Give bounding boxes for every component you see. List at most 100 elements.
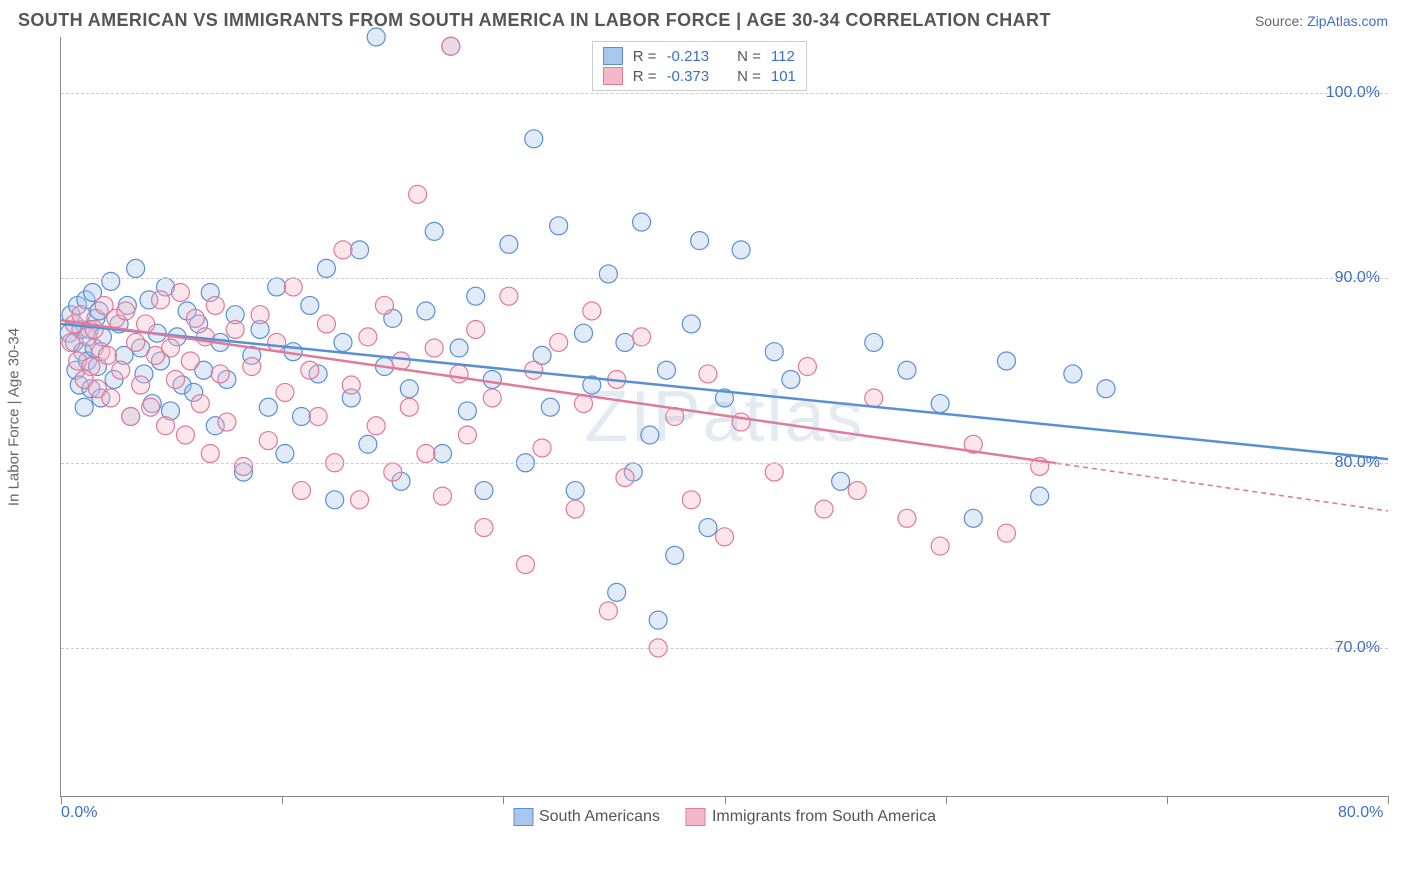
data-point [541,398,559,416]
data-point [301,296,319,314]
data-point [699,519,717,537]
data-point [458,402,476,420]
data-point [483,389,501,407]
data-point [500,287,518,305]
data-point [575,324,593,342]
data-point [309,408,327,426]
x-tick [503,796,504,804]
data-point [765,463,783,481]
legend-r-value: -0.213 [667,48,710,65]
legend-series-label: South Americans [539,808,660,825]
data-point [122,408,140,426]
data-point [181,352,199,370]
data-point [317,259,335,277]
gridline [61,93,1388,94]
data-point [142,398,160,416]
source-link[interactable]: ZipAtlas.com [1307,13,1388,29]
data-point [682,491,700,509]
data-point [152,291,170,309]
data-point [351,491,369,509]
data-point [583,302,601,320]
data-point [550,217,568,235]
data-point [691,232,709,250]
data-point [161,339,179,357]
data-point [434,445,452,463]
data-point [997,352,1015,370]
data-point [234,457,252,475]
data-point [682,315,700,333]
data-point [400,380,418,398]
data-point [865,333,883,351]
source-label: Source: [1255,13,1307,29]
data-point [815,500,833,518]
legend-n-value: 112 [771,48,795,65]
data-point [550,333,568,351]
data-point [657,361,675,379]
legend-series-item: Immigrants from South America [686,808,936,826]
plot-frame: ZIPatlas R = -0.213N = 112R = -0.373N = … [60,37,1388,797]
legend-swatch [686,808,706,826]
data-point [533,439,551,457]
legend-n-label: N = [737,68,761,85]
data-point [997,524,1015,542]
data-point [243,358,261,376]
legend-r-label: R = [633,68,657,85]
legend-swatch [513,808,533,826]
data-point [259,432,277,450]
data-point [898,361,916,379]
gridline [61,648,1388,649]
data-point [166,370,184,388]
data-point [201,445,219,463]
data-point [475,519,493,537]
data-point [782,370,800,388]
data-point [342,376,360,394]
data-point [293,482,311,500]
data-point [425,222,443,240]
data-point [666,546,684,564]
data-point [62,333,80,351]
y-tick-label: 70.0% [1335,639,1380,657]
chart-area: In Labor Force | Age 30-34 ZIPatlas R = … [18,37,1388,797]
data-point [351,241,369,259]
data-point [112,361,130,379]
data-point [633,213,651,231]
data-point [931,395,949,413]
data-point [633,328,651,346]
chart-source: Source: ZipAtlas.com [1255,13,1388,29]
data-point [334,333,352,351]
data-point [865,389,883,407]
legend-series-item: South Americans [513,808,660,826]
x-tick [1167,796,1168,804]
legend-series-label: Immigrants from South America [712,808,936,825]
y-tick-label: 100.0% [1326,84,1380,102]
data-point [191,395,209,413]
data-point [599,602,617,620]
data-point [276,445,294,463]
gridline [61,278,1388,279]
data-point [458,426,476,444]
data-point [102,272,120,290]
legend-correlation: R = -0.213N = 112R = -0.373N = 101 [592,41,807,91]
x-tick [1388,796,1389,804]
data-point [467,287,485,305]
data-point [268,333,286,351]
data-point [259,398,277,416]
legend-n-label: N = [737,48,761,65]
data-point [218,413,236,431]
x-tick [946,796,947,804]
data-point [293,408,311,426]
legend-swatch [603,47,623,65]
data-point [765,343,783,361]
data-point [964,509,982,527]
data-point [1031,487,1049,505]
x-tick [725,796,726,804]
data-point [127,333,145,351]
data-point [450,339,468,357]
data-point [525,130,543,148]
data-point [832,472,850,490]
data-point [367,417,385,435]
data-point [284,278,302,296]
data-point [176,426,194,444]
data-point [616,469,634,487]
data-point [848,482,866,500]
